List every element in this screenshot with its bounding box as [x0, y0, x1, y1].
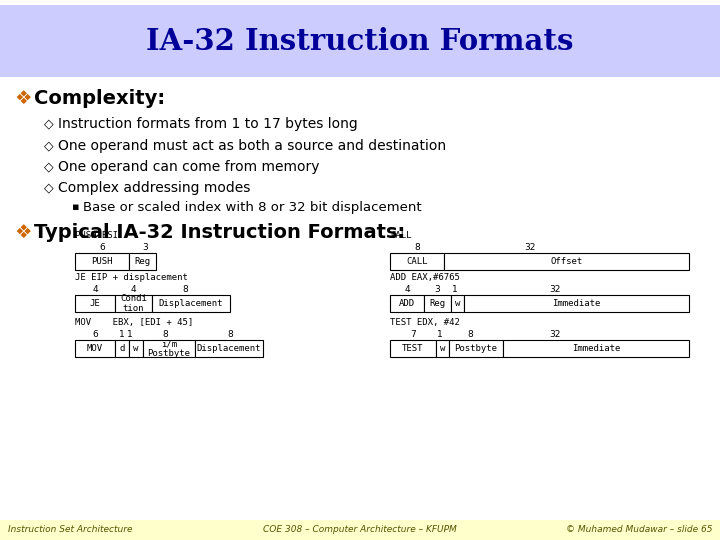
Text: ◇: ◇: [44, 118, 53, 131]
Text: Offset: Offset: [550, 257, 582, 266]
Text: PUSH ESI: PUSH ESI: [75, 231, 118, 240]
Text: Displacement: Displacement: [158, 299, 223, 308]
Text: TEST: TEST: [402, 344, 424, 353]
FancyBboxPatch shape: [129, 340, 143, 357]
FancyBboxPatch shape: [195, 340, 263, 357]
Text: 1: 1: [452, 285, 458, 294]
Text: i/m
Postbyte: i/m Postbyte: [148, 339, 191, 358]
Text: One operand must act as both a source and destination: One operand must act as both a source an…: [58, 139, 446, 153]
Text: ▪: ▪: [72, 202, 79, 212]
Text: 3: 3: [434, 285, 440, 294]
FancyBboxPatch shape: [390, 253, 444, 270]
Text: 32: 32: [549, 330, 561, 339]
Text: 8: 8: [182, 285, 188, 294]
FancyBboxPatch shape: [390, 340, 436, 357]
Text: © Muhamed Mudawar – slide 65: © Muhamed Mudawar – slide 65: [565, 525, 712, 535]
Text: Immediate: Immediate: [572, 344, 620, 353]
FancyBboxPatch shape: [75, 340, 115, 357]
Text: Immediate: Immediate: [552, 299, 600, 308]
Text: ADD EAX,#6765: ADD EAX,#6765: [390, 273, 460, 282]
Text: ◇: ◇: [44, 139, 53, 152]
Text: MOV: MOV: [87, 344, 103, 353]
Text: MOV    EBX, [EDI + 45]: MOV EBX, [EDI + 45]: [75, 318, 193, 327]
Text: 4: 4: [92, 285, 98, 294]
Text: ADD: ADD: [399, 299, 415, 308]
Text: 8: 8: [414, 243, 420, 252]
Text: COE 308 – Computer Architecture – KFUPM: COE 308 – Computer Architecture – KFUPM: [263, 525, 457, 535]
FancyBboxPatch shape: [424, 295, 451, 312]
FancyBboxPatch shape: [75, 295, 115, 312]
Text: ◇: ◇: [44, 181, 53, 194]
FancyBboxPatch shape: [143, 340, 195, 357]
Text: 8: 8: [467, 330, 473, 339]
Text: 7: 7: [410, 330, 416, 339]
Text: Base or scaled index with 8 or 32 bit displacement: Base or scaled index with 8 or 32 bit di…: [83, 200, 422, 213]
FancyBboxPatch shape: [0, 520, 720, 540]
Text: 32: 32: [549, 285, 561, 294]
Text: ❖: ❖: [14, 89, 32, 107]
FancyBboxPatch shape: [503, 340, 689, 357]
Text: w: w: [455, 299, 460, 308]
Text: 1: 1: [127, 330, 133, 339]
Text: IA-32 Instruction Formats: IA-32 Instruction Formats: [146, 26, 574, 56]
Text: Condi
tion: Condi tion: [120, 294, 147, 313]
Text: CALL: CALL: [390, 231, 412, 240]
FancyBboxPatch shape: [449, 340, 503, 357]
FancyBboxPatch shape: [115, 295, 152, 312]
Text: One operand can come from memory: One operand can come from memory: [58, 160, 320, 174]
FancyBboxPatch shape: [451, 295, 464, 312]
Text: JE: JE: [89, 299, 100, 308]
Text: JE EIP + displacement: JE EIP + displacement: [75, 273, 188, 282]
FancyBboxPatch shape: [464, 295, 689, 312]
Text: w: w: [440, 344, 445, 353]
Text: 4: 4: [130, 285, 136, 294]
Text: 1: 1: [119, 330, 125, 339]
Text: d: d: [120, 344, 125, 353]
Text: 1: 1: [437, 330, 443, 339]
Text: ◇: ◇: [44, 160, 53, 173]
Text: TEST EDX, #42: TEST EDX, #42: [390, 318, 460, 327]
FancyBboxPatch shape: [152, 295, 230, 312]
Text: 4: 4: [404, 285, 410, 294]
Text: ❖: ❖: [14, 222, 32, 241]
Text: w: w: [133, 344, 139, 353]
FancyBboxPatch shape: [129, 253, 156, 270]
FancyBboxPatch shape: [390, 295, 424, 312]
Text: Displacement: Displacement: [197, 344, 261, 353]
Text: Reg: Reg: [135, 257, 150, 266]
Text: 3: 3: [142, 243, 148, 252]
FancyBboxPatch shape: [75, 253, 129, 270]
Text: 6: 6: [99, 243, 105, 252]
Text: Reg: Reg: [429, 299, 446, 308]
Text: Complex addressing modes: Complex addressing modes: [58, 181, 251, 195]
Text: Instruction formats from 1 to 17 bytes long: Instruction formats from 1 to 17 bytes l…: [58, 117, 358, 131]
Text: CALL: CALL: [406, 257, 428, 266]
Text: 8: 8: [162, 330, 168, 339]
FancyBboxPatch shape: [0, 5, 720, 77]
Text: Complexity:: Complexity:: [34, 89, 165, 107]
FancyBboxPatch shape: [115, 340, 129, 357]
Text: Instruction Set Architecture: Instruction Set Architecture: [8, 525, 132, 535]
Text: PUSH: PUSH: [91, 257, 113, 266]
Text: 8: 8: [227, 330, 233, 339]
Text: 32: 32: [524, 243, 536, 252]
FancyBboxPatch shape: [444, 253, 689, 270]
Text: Typical IA-32 Instruction Formats:: Typical IA-32 Instruction Formats:: [34, 222, 405, 241]
Text: 6: 6: [92, 330, 98, 339]
Text: Postbyte: Postbyte: [454, 344, 498, 353]
FancyBboxPatch shape: [436, 340, 449, 357]
